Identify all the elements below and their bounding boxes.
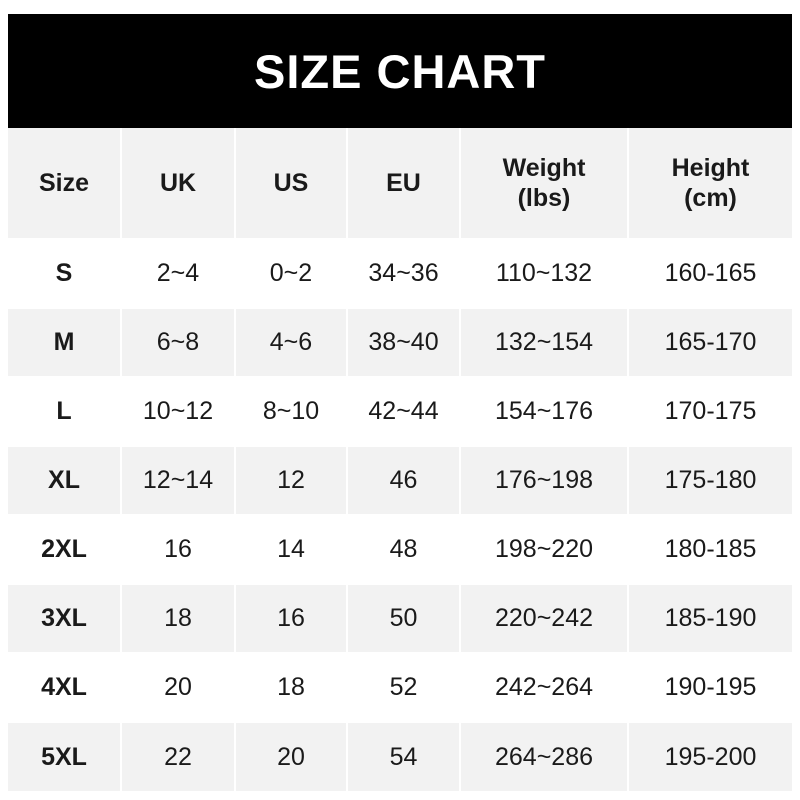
cell-weight: 242~264 [460,653,629,723]
title-banner: SIZE CHART [8,14,792,128]
cell-us: 14 [235,515,348,585]
cell-size: 2XL [8,515,122,585]
cell-weight: 198~220 [460,515,629,585]
cell-uk: 22 [121,722,236,791]
cell-eu: 54 [347,722,461,791]
column-header-label: Weight [502,153,586,182]
cell-eu: 46 [347,446,461,516]
cell-us: 18 [235,653,348,723]
table-row: M 6~8 4~6 38~40 132~154 165-170 [8,308,792,378]
cell-uk: 20 [121,653,236,723]
column-header-label: UK [159,168,197,197]
column-header-weight: Weight (lbs) [460,128,629,240]
cell-us: 4~6 [235,308,348,378]
cell-weight: 154~176 [460,377,629,447]
cell-height: 180-185 [628,515,792,585]
cell-weight: 176~198 [460,446,629,516]
cell-uk: 6~8 [121,308,236,378]
cell-weight: 132~154 [460,308,629,378]
cell-height: 190-195 [628,653,792,723]
cell-height: 160-165 [628,239,792,309]
table-row: 5XL 22 20 54 264~286 195-200 [8,722,792,791]
cell-us: 8~10 [235,377,348,447]
cell-height: 165-170 [628,308,792,378]
cell-eu: 50 [347,584,461,654]
cell-eu: 52 [347,653,461,723]
table-row: L 10~12 8~10 42~44 154~176 170-175 [8,377,792,447]
table-header: Size UK US EU Weight (lbs) Height (cm) [8,128,792,240]
column-header-us: US [235,128,348,240]
cell-height: 195-200 [664,742,757,771]
column-header-label: EU [386,168,421,197]
cell-size: 3XL [8,584,122,654]
column-header-label: Size [38,168,90,197]
size-chart-table: Size UK US EU Weight (lbs) Height (cm) S 2~4 0~2 3… [8,128,792,791]
cell-uk: 12~14 [121,446,236,516]
cell-uk: 10~12 [121,377,236,447]
column-header-size: Size [8,128,122,240]
cell-size: 4XL [8,653,122,723]
cell-weight: 264~286 [460,722,629,791]
table-header-row: Size UK US EU Weight (lbs) Height (cm) [8,128,792,240]
cell-us: 20 [235,722,348,791]
cell-weight: 110~132 [460,239,629,309]
cell-eu: 38~40 [347,308,461,378]
cell-us: 16 [235,584,348,654]
column-header-label: Height [671,153,750,182]
cell-height: 170-175 [628,377,792,447]
table-row: 2XL 16 14 48 198~220 180-185 [8,515,792,585]
cell-uk: 16 [121,515,236,585]
cell-height: 175-180 [628,446,792,516]
column-header-uk: UK [121,128,236,240]
column-header-height: Height (cm) [628,128,792,240]
table-row: XL 12~14 12 46 176~198 175-180 [8,446,792,516]
cell-eu: 42~44 [347,377,461,447]
cell-uk: 2~4 [121,239,236,309]
cell-size: M [8,308,122,378]
cell-us: 12 [235,446,348,516]
table-row: 3XL 18 16 50 220~242 185-190 [8,584,792,654]
cell-size: L [8,377,122,447]
cell-eu: 48 [347,515,461,585]
column-header-unit: (lbs) [517,184,571,212]
column-header-label: US [273,168,309,197]
cell-height: 185-190 [628,584,792,654]
cell-us: 0~2 [235,239,348,309]
page-title: SIZE CHART [254,44,546,98]
cell-size: XL [8,446,122,516]
cell-uk: 18 [121,584,236,654]
cell-weight: 220~242 [460,584,629,654]
column-header-unit: (cm) [684,184,737,212]
cell-eu: 34~36 [347,239,461,309]
table-row: S 2~4 0~2 34~36 110~132 160-165 [8,239,792,309]
cell-size: 5XL [8,722,122,791]
column-header-eu: EU [347,128,461,240]
table-body: S 2~4 0~2 34~36 110~132 160-165 M 6~8 4~6 38~40 13… [8,239,792,791]
cell-size: S [8,239,122,309]
table-row: 4XL 20 18 52 242~264 190-195 [8,653,792,723]
